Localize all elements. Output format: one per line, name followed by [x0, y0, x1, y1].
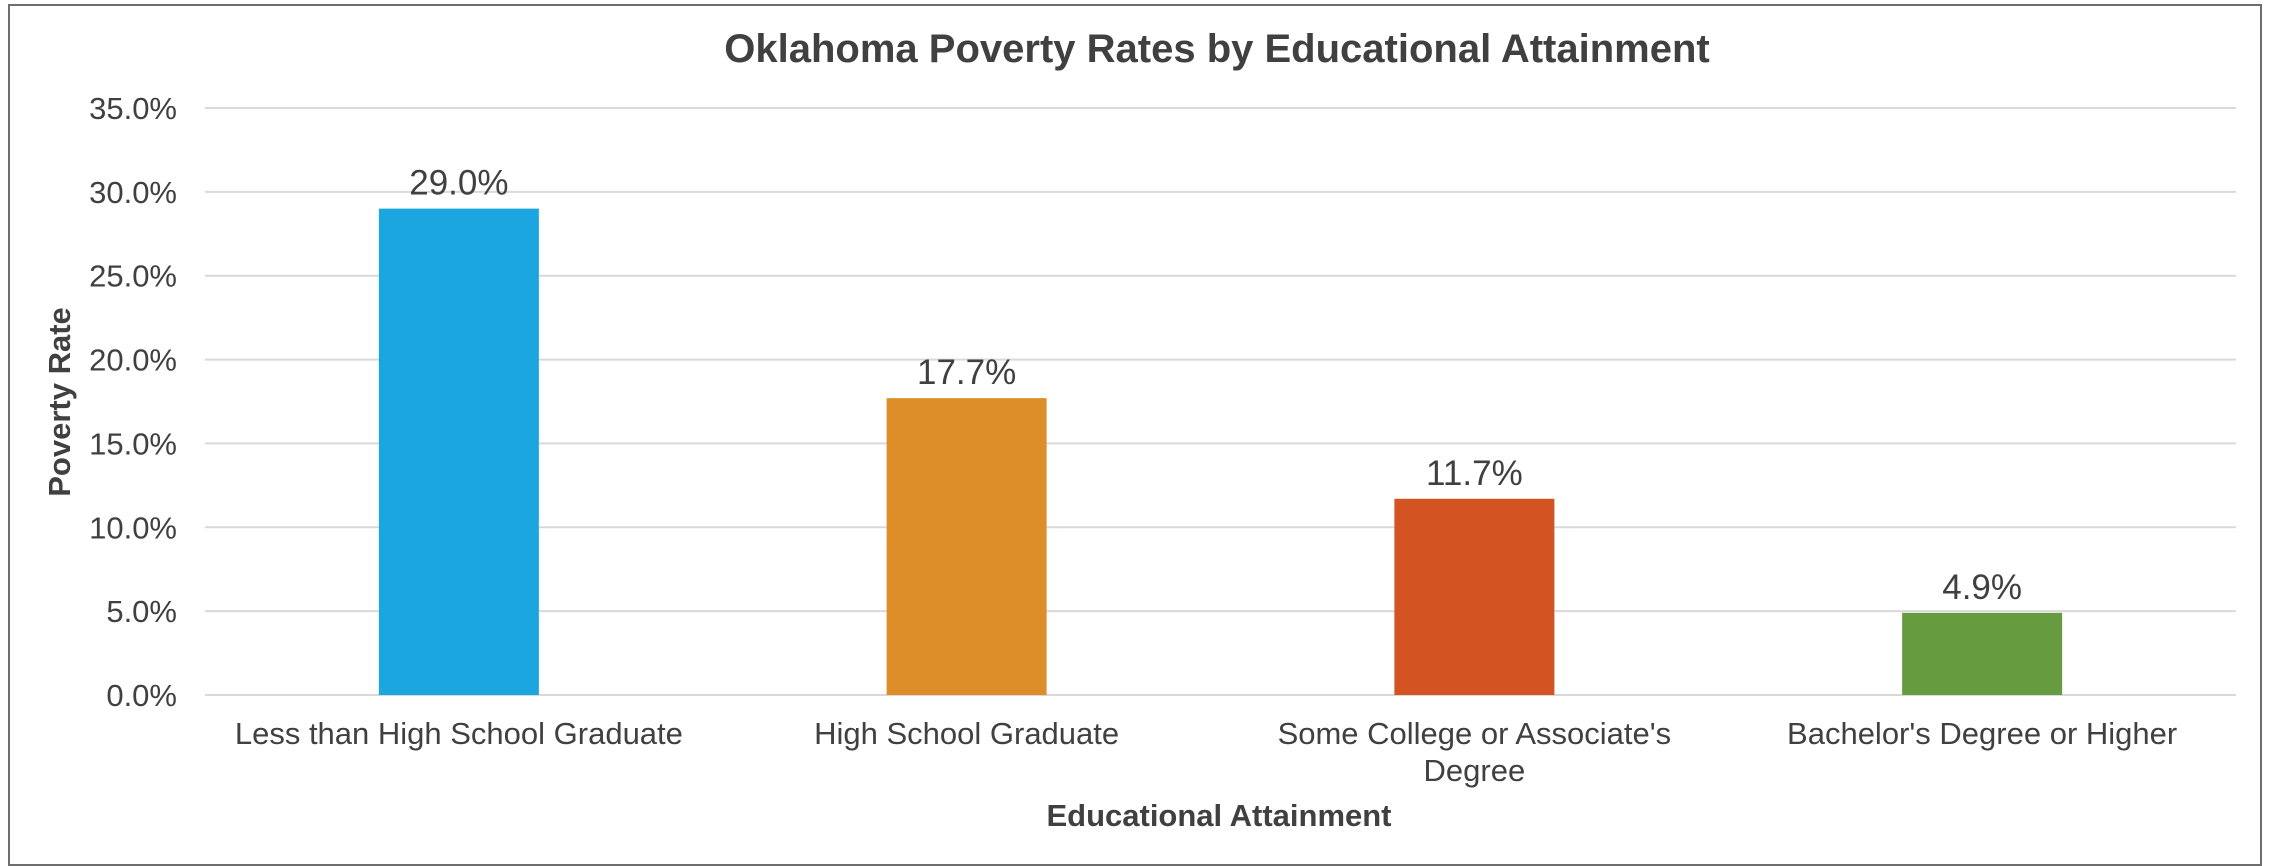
bar — [1902, 612, 2063, 695]
x-axis-categories: Less than High School Graduate High Schoo… — [235, 716, 2177, 788]
data-label: 4.9% — [1942, 568, 2022, 607]
data-labels: 29.0% 17.7% 11.7% 4.9% — [409, 164, 2022, 607]
bar — [1394, 498, 1555, 695]
y-tick-label: 15.0% — [89, 426, 177, 461]
y-tick-label: 30.0% — [89, 175, 177, 210]
y-tick-label: 20.0% — [89, 343, 177, 378]
chart-title: Oklahoma Poverty Rates by Educational At… — [724, 27, 1709, 71]
y-tick-label: 10.0% — [89, 510, 177, 545]
x-tick-label: High School Graduate — [814, 716, 1119, 751]
y-tick-label: 0.0% — [106, 678, 177, 713]
gridlines — [205, 107, 2236, 696]
data-label: 11.7% — [1426, 454, 1523, 493]
bar — [886, 398, 1047, 695]
data-label: 29.0% — [409, 164, 508, 203]
y-axis-title: Poverty Rate — [42, 307, 77, 497]
x-tick-label: Less than High School Graduate — [235, 716, 683, 751]
x-tick-label: Degree — [1424, 753, 1526, 788]
bar — [378, 208, 539, 695]
y-axis-ticks: 0.0% 5.0% 10.0% 15.0% 20.0% 25.0% 30.0% 35.0% — [89, 91, 177, 713]
x-tick-label: Bachelor's Degree or Higher — [1787, 716, 2177, 751]
y-tick-label: 35.0% — [89, 91, 177, 126]
x-axis-title: Educational Attainment — [1046, 798, 1391, 833]
y-tick-label: 5.0% — [106, 594, 177, 629]
y-tick-label: 25.0% — [89, 259, 177, 294]
x-tick-label: Some College or Associate's — [1278, 716, 1672, 751]
data-label: 17.7% — [917, 353, 1016, 392]
bars — [378, 208, 2063, 695]
